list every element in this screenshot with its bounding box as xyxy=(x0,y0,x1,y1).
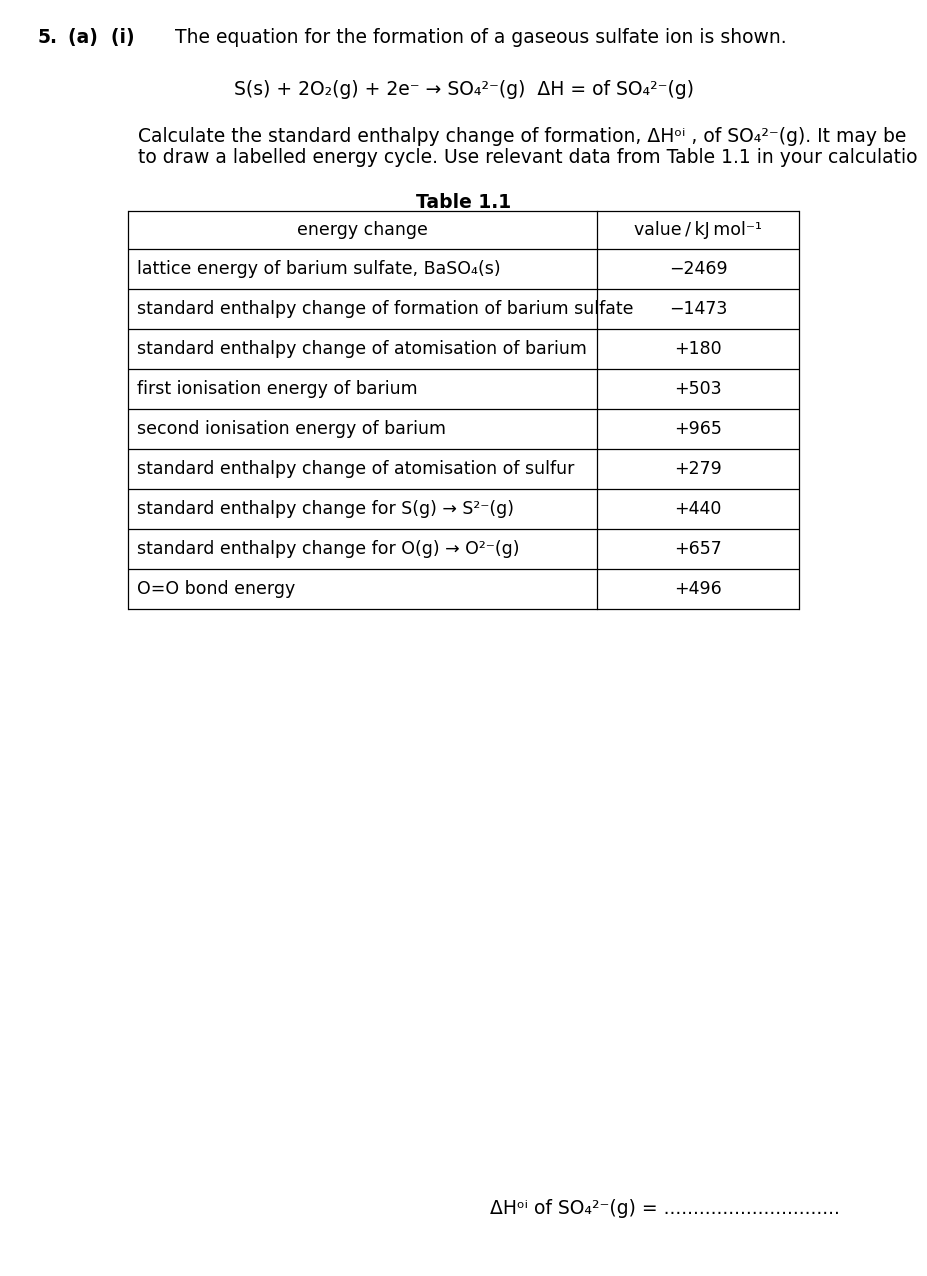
Text: Calculate the standard enthalpy change of formation, ΔHᵒⁱ , of SO₄²⁻(g). It may : Calculate the standard enthalpy change o… xyxy=(138,128,906,145)
Text: O=O bond energy: O=O bond energy xyxy=(137,581,295,598)
Text: +503: +503 xyxy=(673,380,721,398)
Text: standard enthalpy change for O(g) → O²⁻(g): standard enthalpy change for O(g) → O²⁻(… xyxy=(137,540,519,558)
Text: Table 1.1: Table 1.1 xyxy=(416,193,511,212)
Text: energy change: energy change xyxy=(297,221,427,239)
Text: value / kJ mol⁻¹: value / kJ mol⁻¹ xyxy=(633,221,761,239)
Text: to draw a labelled energy cycle. Use relevant data from Table 1.1 in your calcul: to draw a labelled energy cycle. Use rel… xyxy=(138,148,917,167)
Text: −1473: −1473 xyxy=(668,300,727,318)
Text: S(s) + 2O₂(g) + 2e⁻ → SO₄²⁻(g)  ΔH = of SO₄²⁻(g): S(s) + 2O₂(g) + 2e⁻ → SO₄²⁻(g) ΔH = of S… xyxy=(234,80,693,100)
Text: standard enthalpy change of atomisation of sulfur: standard enthalpy change of atomisation … xyxy=(137,461,574,478)
Text: +496: +496 xyxy=(673,581,721,598)
Text: +180: +180 xyxy=(673,339,721,359)
Text: The equation for the formation of a gaseous sulfate ion is shown.: The equation for the formation of a gase… xyxy=(175,28,786,47)
Text: +440: +440 xyxy=(674,500,721,518)
Text: −2469: −2469 xyxy=(668,260,727,278)
Text: +657: +657 xyxy=(673,540,721,558)
Text: standard enthalpy change for S(g) → S²⁻(g): standard enthalpy change for S(g) → S²⁻(… xyxy=(137,500,514,518)
Text: (a)  (i): (a) (i) xyxy=(68,28,134,47)
Text: first ionisation energy of barium: first ionisation energy of barium xyxy=(137,380,417,398)
Text: standard enthalpy change of formation of barium sulfate: standard enthalpy change of formation of… xyxy=(137,300,633,318)
Text: lattice energy of barium sulfate, BaSO₄(s): lattice energy of barium sulfate, BaSO₄(… xyxy=(137,260,500,278)
Text: +965: +965 xyxy=(673,420,721,438)
Text: ΔHᵒⁱ of SO₄²⁻(g) = ..............................: ΔHᵒⁱ of SO₄²⁻(g) = .....................… xyxy=(489,1198,839,1217)
Text: +279: +279 xyxy=(673,461,721,478)
Text: second ionisation energy of barium: second ionisation energy of barium xyxy=(137,420,446,438)
Text: standard enthalpy change of atomisation of barium: standard enthalpy change of atomisation … xyxy=(137,339,586,359)
Text: 5.: 5. xyxy=(38,28,57,47)
